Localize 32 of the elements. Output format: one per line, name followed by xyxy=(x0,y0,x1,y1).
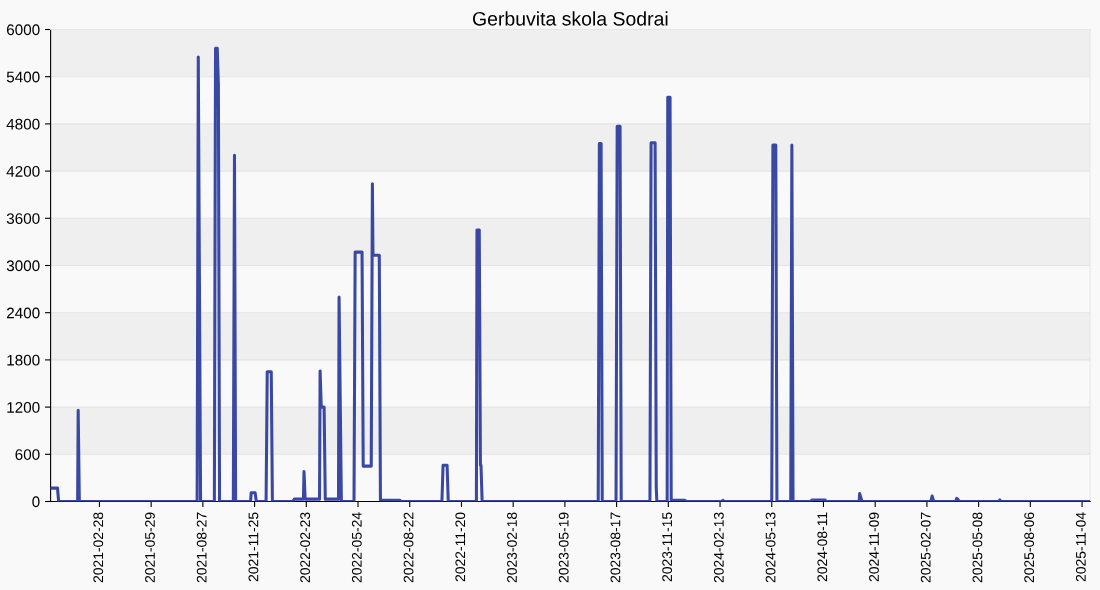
y-tick-label: 3000 xyxy=(6,260,40,272)
y-tick-label: 6000 xyxy=(6,24,40,36)
x-tick-label: 2025-08-06 xyxy=(1024,512,1035,583)
y-tick-label: 3600 xyxy=(6,213,40,224)
x-tick-label: 2024-05-13 xyxy=(765,512,776,583)
x-tick-label: 2022-02-23 xyxy=(300,512,311,583)
x-tick-label: 2021-02-28 xyxy=(93,512,104,583)
x-tick-label: 2022-05-24 xyxy=(351,512,362,583)
y-tick-label: 1800 xyxy=(7,354,40,366)
y-tick-label: 4200 xyxy=(6,165,40,177)
x-tick-label: 2024-02-13 xyxy=(713,512,724,583)
x-tick-label: 2025-05-08 xyxy=(972,512,983,583)
x-tick-label: 2023-02-18 xyxy=(507,512,517,583)
x-tick-label: 2021-05-29 xyxy=(145,512,155,583)
y-tick-label: 2400 xyxy=(6,307,40,319)
x-tick-label: 2025-11-04 xyxy=(1075,512,1086,582)
x-tick-label: 2024-11-09 xyxy=(869,512,879,582)
x-tick-label: 2023-05-19 xyxy=(558,512,569,583)
y-tick-label: 5400 xyxy=(6,71,40,83)
x-tick-label: 2024-08-11 xyxy=(817,512,828,582)
x-tick-label: 2021-11-25 xyxy=(248,512,259,582)
x-tick-label: 2025-02-07 xyxy=(920,512,931,583)
y-tick-label: 4800 xyxy=(6,118,40,130)
y-tick-label: 0 xyxy=(32,496,40,508)
x-tick-label: 2022-11-20 xyxy=(455,512,466,582)
x-tick-label: 2021-08-27 xyxy=(196,512,207,583)
x-tick-label: 2023-11-15 xyxy=(662,512,673,582)
chart-title: Gerbuvita skola Sodrai xyxy=(472,11,668,26)
y-tick-label: 600 xyxy=(15,449,40,460)
x-tick-label: 2023-08-17 xyxy=(610,512,621,583)
x-tick-label: 2022-08-22 xyxy=(403,512,414,583)
y-tick-label: 1200 xyxy=(7,401,40,413)
